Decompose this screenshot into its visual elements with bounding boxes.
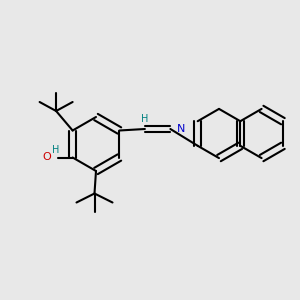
Text: O: O — [43, 152, 52, 163]
Text: N: N — [177, 124, 185, 134]
Text: H: H — [141, 113, 148, 124]
Text: H: H — [52, 145, 60, 155]
